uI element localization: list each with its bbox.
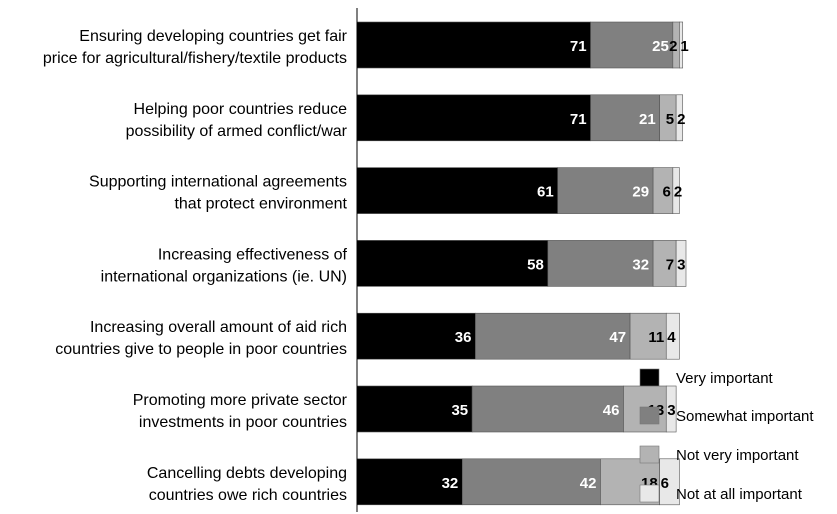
data-label: 2 — [669, 38, 677, 55]
category-label-line: Cancelling debts developing — [147, 465, 347, 482]
bar-segment — [679, 21, 684, 69]
category-label-line: Ensuring developing countries get fair — [79, 28, 347, 45]
category-label: Ensuring developing countries get fair pr… — [43, 28, 348, 67]
category-label-line: Promoting more private sector — [133, 392, 348, 409]
bar-segment — [356, 21, 591, 69]
data-label: 2 — [674, 184, 682, 201]
category-label: Promoting more private sector investments… — [133, 392, 348, 431]
data-label: 6 — [661, 475, 669, 492]
bar-segment — [461, 458, 601, 506]
category-label: Supporting international agreements that … — [89, 174, 348, 213]
data-label: 2 — [677, 111, 685, 128]
data-label: 5 — [666, 111, 674, 128]
category-label-line: Increasing effectiveness of — [158, 246, 348, 263]
category-label-line: price for agricultural/fishery/textile p… — [43, 50, 347, 67]
data-label: 47 — [609, 329, 626, 346]
legend-label: Not at all important — [676, 486, 803, 503]
bar-segment — [356, 385, 473, 433]
data-label: 35 — [451, 402, 468, 419]
legend: Very important Somewhat important Not very… — [639, 368, 814, 503]
category-labels: Ensuring developing countries get fair pr… — [43, 28, 348, 504]
category-label-line: that protect environment — [174, 196, 347, 213]
data-label: 11 — [648, 329, 664, 346]
bar-segment — [356, 458, 463, 506]
category-label-line: countries give to people in poor countri… — [55, 341, 347, 358]
legend-swatch — [639, 406, 660, 425]
category-label-line: Helping poor countries reduce — [134, 101, 348, 118]
bar-segment — [356, 240, 549, 287]
category-label: Increasing overall amount of aid rich cou… — [55, 319, 347, 358]
bar-segment — [557, 167, 654, 214]
category-label-line: Increasing overall amount of aid rich — [90, 319, 347, 336]
data-label: 46 — [603, 402, 620, 419]
bar-segment — [547, 240, 654, 287]
category-label-line: international organizations (ie. UN) — [101, 268, 347, 285]
data-label: 42 — [580, 475, 597, 492]
data-label: 71 — [570, 111, 587, 128]
bar-segment — [590, 21, 674, 69]
category-label: Helping poor countries reduce possibility… — [126, 101, 348, 140]
legend-label: Somewhat important — [676, 408, 814, 425]
data-label: 7 — [666, 256, 674, 273]
legend-swatch — [639, 484, 660, 503]
category-label: Cancelling debts developing countries owe… — [147, 465, 347, 504]
bar-segment — [356, 94, 591, 142]
data-label: 36 — [455, 329, 472, 346]
category-label-line: Supporting international agreements — [89, 174, 347, 191]
bar-segment — [672, 167, 680, 214]
bar-segment — [475, 312, 631, 360]
bar-segment — [356, 167, 558, 214]
data-label: 58 — [527, 256, 544, 273]
data-label: 25 — [652, 38, 669, 55]
category-label-line: investments in poor countries — [139, 414, 347, 431]
data-label: 3 — [667, 402, 675, 419]
category-label: Increasing effectiveness of international… — [101, 246, 348, 285]
data-label: 32 — [442, 475, 459, 492]
legend-label: Very important — [676, 370, 774, 387]
bars-group: 7125217121526129625832733647114354613332… — [356, 21, 689, 506]
bar-segment — [665, 312, 680, 360]
data-label: 71 — [570, 38, 587, 55]
legend-swatch — [639, 445, 660, 464]
data-label: 3 — [677, 256, 685, 273]
bar-segment — [665, 385, 677, 433]
legend-label: Not very important — [676, 447, 799, 464]
bar-segment — [471, 385, 624, 433]
data-label: 6 — [662, 184, 670, 201]
data-label: 29 — [632, 184, 649, 201]
data-label: 32 — [632, 256, 649, 273]
data-label: 21 — [639, 111, 656, 128]
category-label-line: possibility of armed conflict/war — [126, 123, 348, 140]
bar-segment — [659, 458, 680, 506]
category-label-line: countries owe rich countries — [149, 487, 347, 504]
bar-segment — [675, 94, 684, 142]
legend-swatch — [639, 368, 660, 387]
bar-segment — [629, 312, 667, 360]
bar-segment — [675, 240, 687, 287]
data-label: 1 — [680, 38, 688, 55]
data-label: 61 — [537, 184, 554, 201]
data-label: 4 — [667, 329, 676, 346]
